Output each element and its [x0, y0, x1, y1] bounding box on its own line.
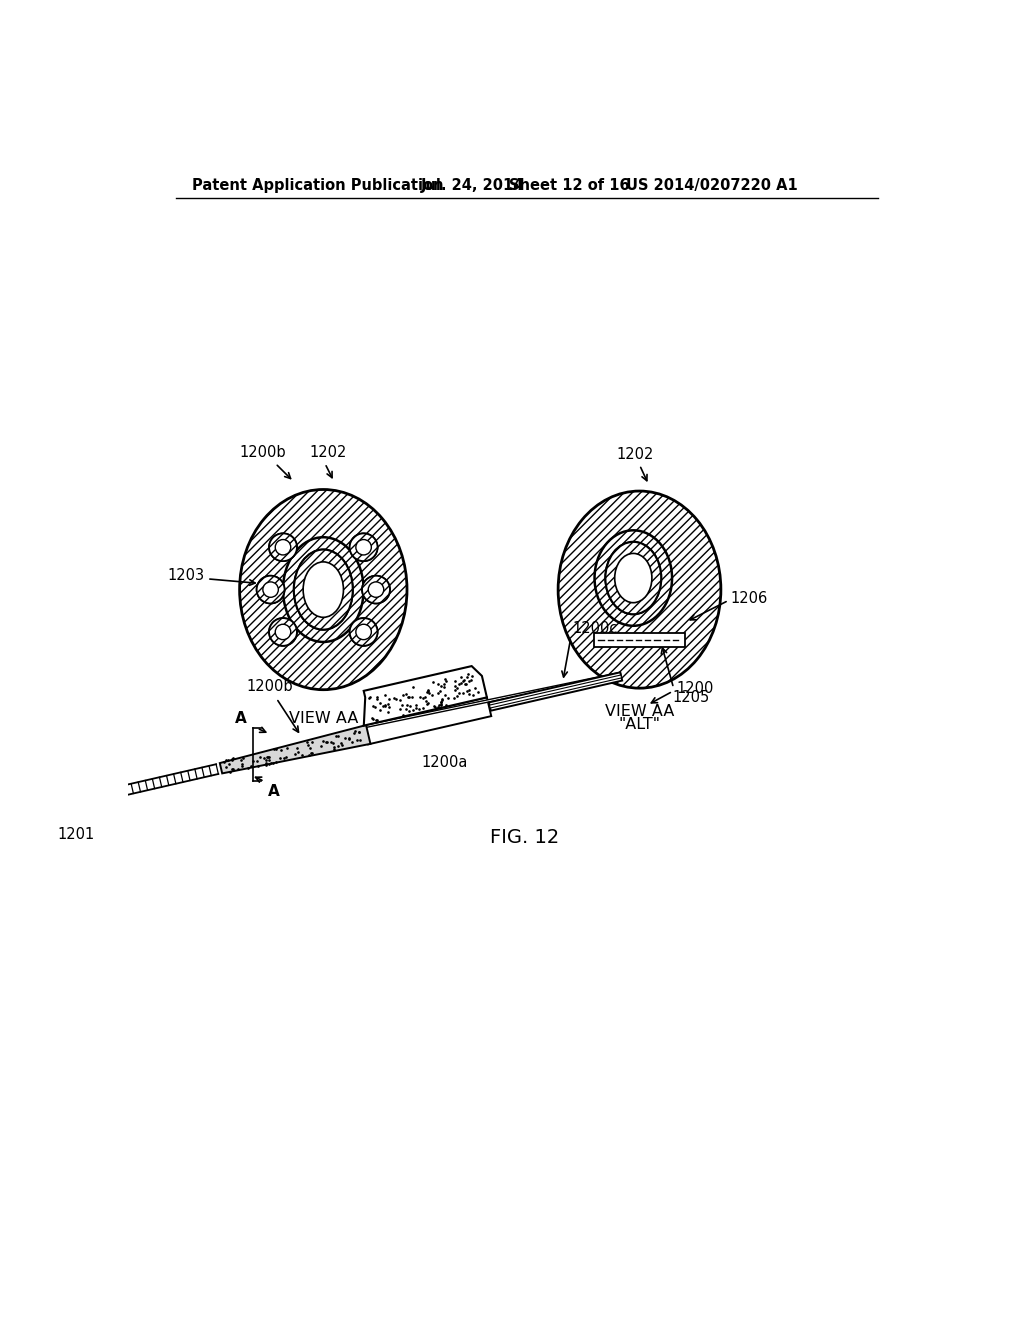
Text: 1206: 1206	[730, 591, 767, 606]
Text: FIG. 12: FIG. 12	[490, 828, 559, 847]
Ellipse shape	[605, 543, 662, 614]
Ellipse shape	[605, 543, 662, 614]
Text: US 2014/0207220 A1: US 2014/0207220 A1	[626, 178, 798, 193]
Bar	[594, 634, 685, 647]
Text: A: A	[268, 784, 281, 799]
Text: VIEW AA: VIEW AA	[289, 711, 358, 726]
Ellipse shape	[356, 540, 372, 554]
Text: "ALT": "ALT"	[618, 718, 660, 733]
Text: 1200b: 1200b	[240, 445, 286, 461]
Text: 1201: 1201	[58, 828, 95, 842]
Ellipse shape	[257, 576, 285, 603]
Ellipse shape	[275, 540, 291, 554]
Text: Patent Application Publication: Patent Application Publication	[191, 178, 443, 193]
Text: 1200c: 1200c	[572, 620, 617, 635]
Ellipse shape	[558, 491, 721, 688]
Ellipse shape	[303, 562, 343, 618]
Ellipse shape	[362, 576, 390, 603]
Text: 1205: 1205	[672, 689, 710, 705]
Text: 1203: 1203	[168, 568, 205, 583]
Text: 1200: 1200	[677, 681, 714, 696]
Ellipse shape	[294, 549, 352, 630]
Ellipse shape	[263, 582, 279, 598]
Ellipse shape	[269, 618, 297, 645]
Ellipse shape	[269, 533, 297, 561]
Text: 1202: 1202	[309, 445, 347, 461]
Ellipse shape	[283, 537, 364, 642]
Ellipse shape	[294, 549, 352, 630]
Ellipse shape	[614, 553, 652, 603]
Text: 1202: 1202	[616, 446, 654, 462]
Text: Jul. 24, 2014: Jul. 24, 2014	[421, 178, 524, 193]
Ellipse shape	[240, 490, 407, 690]
Ellipse shape	[257, 576, 285, 603]
Ellipse shape	[595, 531, 672, 626]
Text: 1200a: 1200a	[421, 755, 468, 770]
Text: Sheet 12 of 16: Sheet 12 of 16	[509, 178, 630, 193]
Ellipse shape	[349, 618, 378, 645]
Polygon shape	[220, 725, 371, 774]
Polygon shape	[364, 697, 492, 744]
Ellipse shape	[275, 624, 291, 640]
Text: VIEW AA: VIEW AA	[605, 704, 674, 718]
Ellipse shape	[369, 582, 384, 598]
Text: A: A	[234, 710, 247, 726]
Text: 1200b: 1200b	[247, 680, 294, 694]
Ellipse shape	[349, 618, 378, 645]
Ellipse shape	[269, 618, 297, 645]
Ellipse shape	[349, 533, 378, 561]
Ellipse shape	[362, 576, 390, 603]
Ellipse shape	[269, 533, 297, 561]
Polygon shape	[488, 672, 623, 710]
Ellipse shape	[356, 624, 372, 640]
Polygon shape	[366, 672, 621, 727]
Ellipse shape	[349, 533, 378, 561]
Polygon shape	[364, 667, 486, 726]
Polygon shape	[489, 675, 622, 708]
